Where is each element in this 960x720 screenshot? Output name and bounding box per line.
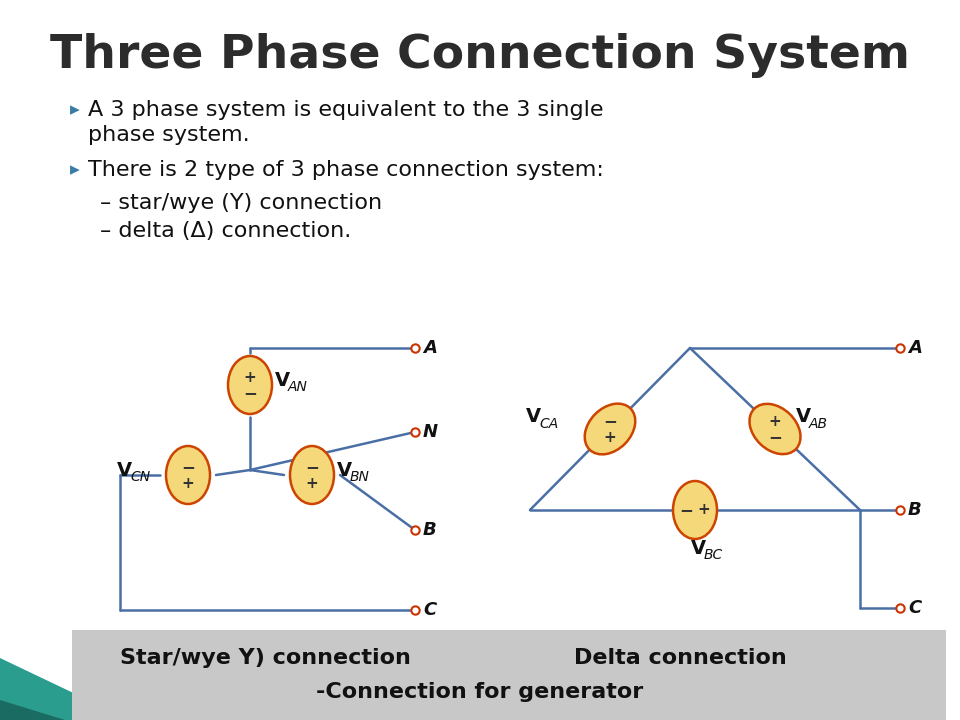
Text: CN: CN — [130, 470, 150, 484]
Text: C: C — [908, 599, 922, 617]
Text: +: + — [769, 413, 781, 428]
Text: A: A — [423, 339, 437, 357]
Ellipse shape — [166, 446, 210, 504]
Text: B: B — [908, 501, 922, 519]
Text: CA: CA — [539, 417, 559, 431]
Ellipse shape — [290, 446, 334, 504]
Text: $\mathbf{V}$: $\mathbf{V}$ — [795, 408, 812, 426]
Text: ▸: ▸ — [70, 100, 80, 119]
Text: −: − — [305, 458, 319, 476]
Text: $\mathbf{V}$: $\mathbf{V}$ — [525, 408, 542, 426]
Text: A 3 phase system is equivalent to the 3 single: A 3 phase system is equivalent to the 3 … — [88, 100, 604, 120]
Text: phase system.: phase system. — [88, 125, 250, 145]
Text: +: + — [181, 475, 194, 490]
FancyBboxPatch shape — [72, 630, 946, 720]
Text: A: A — [908, 339, 922, 357]
Text: Star/wye Y) connection: Star/wye Y) connection — [120, 648, 411, 668]
Text: ▸: ▸ — [70, 160, 80, 179]
Text: Three Phase Connection System: Three Phase Connection System — [50, 32, 910, 78]
Text: −: − — [603, 412, 617, 430]
Ellipse shape — [750, 404, 801, 454]
Text: −: − — [181, 458, 195, 476]
Text: BN: BN — [350, 470, 370, 484]
Text: $\mathbf{V}$: $\mathbf{V}$ — [336, 461, 353, 480]
Text: -Connection for generator: -Connection for generator — [317, 682, 643, 702]
Polygon shape — [0, 700, 65, 720]
Text: +: + — [305, 475, 319, 490]
Text: AB: AB — [809, 417, 828, 431]
Text: $\mathbf{V}$: $\mathbf{V}$ — [690, 539, 707, 557]
Ellipse shape — [673, 481, 717, 539]
Text: C: C — [423, 601, 436, 619]
Polygon shape — [0, 658, 130, 720]
Text: +: + — [244, 369, 256, 384]
Text: BC: BC — [704, 548, 723, 562]
Ellipse shape — [228, 356, 272, 414]
Text: −: − — [679, 501, 693, 519]
Text: +: + — [698, 503, 710, 518]
Text: −: − — [243, 384, 257, 402]
Text: AN: AN — [288, 380, 308, 394]
Text: Delta connection: Delta connection — [574, 648, 786, 668]
Ellipse shape — [585, 404, 636, 454]
Text: +: + — [604, 430, 616, 444]
Text: There is 2 type of 3 phase connection system:: There is 2 type of 3 phase connection sy… — [88, 160, 604, 180]
Text: N: N — [423, 423, 438, 441]
Text: – delta (Δ) connection.: – delta (Δ) connection. — [100, 221, 351, 241]
Text: −: − — [768, 428, 782, 446]
Text: – star/wye (Y) connection: – star/wye (Y) connection — [100, 193, 382, 213]
Text: $\mathbf{V}$: $\mathbf{V}$ — [274, 371, 291, 390]
Text: B: B — [423, 521, 437, 539]
Text: $\mathbf{V}$: $\mathbf{V}$ — [116, 461, 133, 480]
